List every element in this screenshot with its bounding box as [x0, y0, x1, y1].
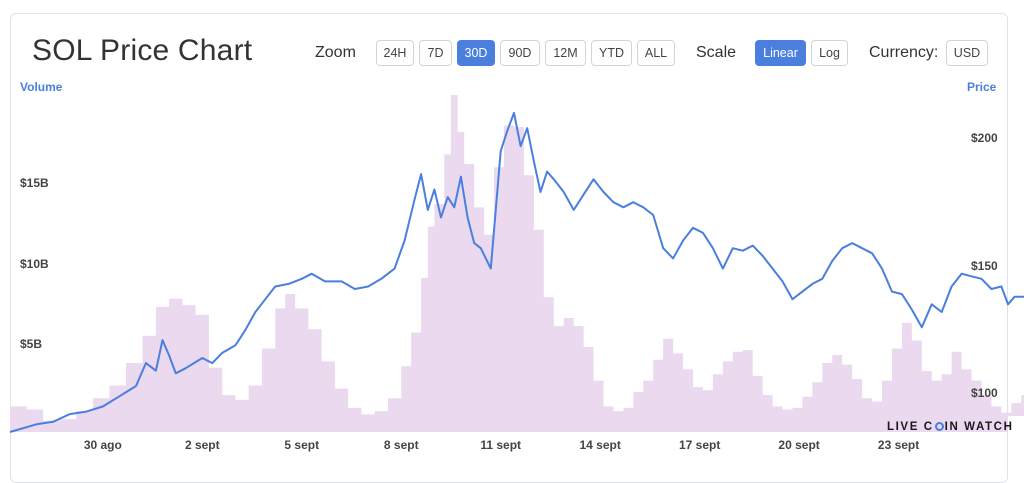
live-coin-watch-logo: LIVE C IN WATCH [887, 421, 1013, 433]
logo-coin-icon [934, 422, 944, 431]
date-tick-label: 23 sept [877, 438, 920, 452]
date-tick-label: 17 sept [678, 438, 721, 452]
price-tick-label: $100 [971, 386, 998, 401]
date-tick-label: 20 sept [778, 438, 820, 452]
date-tick-label: 14 sept [579, 438, 621, 452]
price-tick-label: $150 [971, 258, 998, 273]
currency-label: Currency: [869, 44, 939, 61]
zoom-30d-button[interactable]: 30D [457, 40, 495, 66]
price-tick-label: $200 [971, 131, 998, 146]
scale-label: Scale [696, 44, 737, 61]
zoom-24h-button[interactable]: 24H [376, 40, 414, 66]
zoom-all-button[interactable]: ALL [637, 40, 675, 66]
date-tick-label: 11 sept [480, 438, 522, 452]
volume-tick-label: $10B [20, 256, 49, 271]
logo-text-end: IN WATCH [944, 421, 1014, 433]
scale-linear-button[interactable]: Linear [755, 40, 806, 66]
zoom-12m-button[interactable]: 12M [545, 40, 586, 66]
price-line [9, 111, 1024, 433]
zoom-ytd-button[interactable]: YTD [591, 40, 632, 66]
date-tick-label: 30 ago [83, 438, 122, 452]
date-tick-label: 2 sept [184, 438, 220, 452]
zoom-90d-button[interactable]: 90D [500, 40, 540, 66]
currency-select[interactable]: USD [946, 40, 988, 66]
zoom-7d-button[interactable]: 7D [419, 40, 452, 66]
price-axis-title: Price [967, 80, 997, 94]
chart-plot [9, 95, 1024, 433]
volume-axis-title: Volume [20, 80, 63, 94]
date-tick-label: 8 sept [383, 438, 419, 452]
zoom-label: Zoom [315, 44, 356, 61]
volume-tick-label: $15B [20, 176, 49, 191]
logo-text-start: LIVE C [887, 421, 934, 433]
chart-title: SOL Price Chart [32, 34, 253, 67]
date-tick-label: 5 sept [284, 438, 320, 452]
scale-log-button[interactable]: Log [811, 40, 848, 66]
volume-tick-label: $5B [20, 336, 43, 351]
volume-area [10, 95, 1024, 432]
